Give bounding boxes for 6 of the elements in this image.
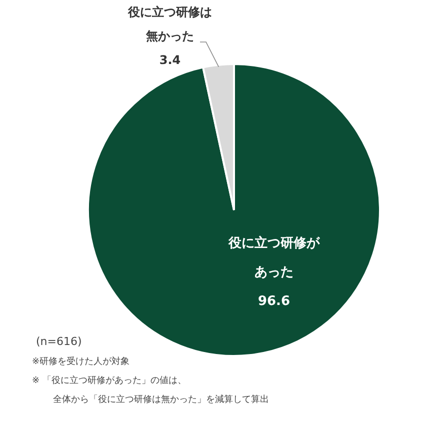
annotation: ※ 「役に立つ研修があった」の値は、	[32, 376, 186, 386]
annotation: 全体から「役に立つ研修は無かった」を減算して算出	[53, 395, 269, 405]
annotation: ※研修を受けた人が対象	[32, 357, 130, 367]
slice-label: 役に立つ研修は無かった	[127, 5, 212, 43]
annotation: (n=616)	[36, 335, 82, 348]
data-label: 3.4	[159, 53, 181, 67]
